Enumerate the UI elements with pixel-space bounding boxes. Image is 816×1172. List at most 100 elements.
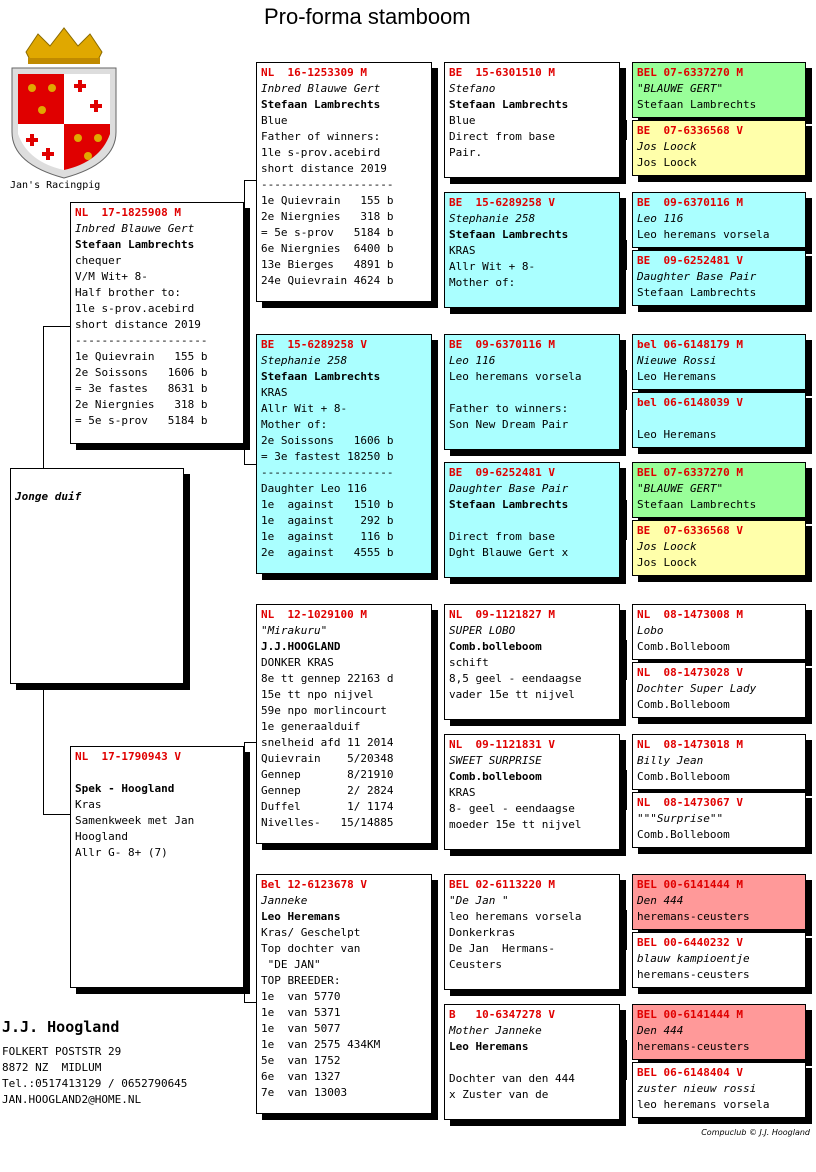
pigeon-info-line: Leo heremans vorsela xyxy=(637,228,770,241)
connector-line xyxy=(43,326,71,327)
pigeon-info-line: 2e Niergnies 318 b xyxy=(261,210,394,223)
pigeon-card-sds[interactable]: BE 09-6370116 M Leo 116 Leo heremans vorse… xyxy=(444,334,620,450)
pigeon-info-line: Allr G- 8+ (7) xyxy=(75,846,168,859)
pigeon-info-line: Gennep 8/21910 xyxy=(261,768,394,781)
pigeon-name: "BLAUWE GERT" xyxy=(637,482,724,495)
pigeon-card-g5[interactable]: bel 06-6148179 M Nieuwe Rossi Leo Heremans xyxy=(632,334,806,390)
owner-name: J.J. Hoogland xyxy=(2,1018,120,1036)
pigeon-info-line: 7e van 13003 xyxy=(261,1086,348,1099)
pigeon-info-line: 1le s-prov.acebird xyxy=(261,146,381,159)
pigeon-card-g2[interactable]: BE 07-6336568 V Jos Loock Jos Loock xyxy=(632,120,806,176)
ring-number: BEL 06-6148404 V xyxy=(637,1066,743,1079)
pigeon-info-line: 59e npo morlincourt xyxy=(261,704,387,717)
pigeon-info-line: Dght Blauwe Gert x xyxy=(449,546,569,559)
ring-number: B 10-6347278 V xyxy=(449,1008,555,1021)
pigeon-info-line: -------------------- xyxy=(75,334,208,347)
pigeon-info-line: Kras/ Geschelpt xyxy=(261,926,361,939)
pigeon-name: Leo 116 xyxy=(449,354,496,367)
pigeon-info-line: "DE JAN" xyxy=(261,958,321,971)
pigeon-info-line: KRAS xyxy=(261,386,288,399)
pigeon-info-line: 1e van 5770 xyxy=(261,990,341,1003)
pigeon-card-sire-dam[interactable]: BE 15-6289258 V Stephanie 258 Stefaan Lamb… xyxy=(256,334,432,574)
pigeon-info-line: Direct from base xyxy=(449,130,555,143)
pigeon-owner: J.J.HOOGLAND xyxy=(261,640,341,653)
pigeon-card-g16[interactable]: BEL 06-6148404 V zuster nieuw rossi leo he… xyxy=(632,1062,806,1118)
pigeon-card-g14[interactable]: BEL 00-6440232 V blauw kampioentje hereman… xyxy=(632,932,806,988)
pigeon-name: Jos Loock xyxy=(637,140,697,153)
pigeon-info-line: schift xyxy=(449,656,489,669)
pigeon-name: Stefano xyxy=(449,82,496,95)
pigeon-info-line: Quievrain 5/20348 xyxy=(261,752,394,765)
pigeon-card-ssd[interactable]: BE 15-6289258 V Stephanie 258 Stefaan Lamb… xyxy=(444,192,620,308)
pigeon-info-line: leo heremans vorsela xyxy=(637,1098,770,1111)
pigeon-owner: Stefaan Lambrechts xyxy=(449,98,569,111)
pigeon-card-subject[interactable]: Jonge duif xyxy=(10,468,184,684)
pigeon-card-sire-sire[interactable]: NL 16-1253309 M Inbred Blauwe Gert Stefaan… xyxy=(256,62,432,302)
pigeon-card-g3[interactable]: BE 09-6370116 M Leo 116 Leo heremans vorse… xyxy=(632,192,806,248)
pigeon-card-g13[interactable]: BEL 00-6141444 M Den 444 heremans-ceusters xyxy=(632,874,806,930)
ring-number: BEL 07-6337270 M xyxy=(637,66,743,79)
pigeon-info-line: Leo Heremans xyxy=(637,370,717,383)
pigeon-info-line: 24e Quievrain 4624 b xyxy=(261,274,394,287)
ring-number: BEL 00-6440232 V xyxy=(637,936,743,949)
pigeon-name: Dochter Super Lady xyxy=(637,682,757,695)
pigeon-info-line: Allr Wit + 8- xyxy=(261,402,348,415)
pigeon-card-g4[interactable]: BE 09-6252481 V Daughter Base Pair Stefaan… xyxy=(632,250,806,306)
pigeon-info-line: DONKER KRAS xyxy=(261,656,334,669)
pigeon-info-line: Ceusters xyxy=(449,958,502,971)
pigeon-name: Mother Janneke xyxy=(449,1024,542,1037)
pigeon-name: "De Jan " xyxy=(449,894,509,907)
pigeon-info-line: 8e tt gennep 22163 d xyxy=(261,672,394,685)
pigeon-info-line: Kras xyxy=(75,798,102,811)
pigeon-info-line: -------------------- xyxy=(261,466,394,479)
pigeon-info-line: 1e Quievrain 155 b xyxy=(261,194,394,207)
pigeon-card-g1[interactable]: BEL 07-6337270 M "BLAUWE GERT" Stefaan Lam… xyxy=(632,62,806,118)
pigeon-card-dds[interactable]: BEL 02-6113220 M "De Jan " leo heremans vo… xyxy=(444,874,620,990)
pigeon-card-g15[interactable]: BEL 00-6141444 M Den 444 heremans-ceusters xyxy=(632,1004,806,1060)
pigeon-card-dss[interactable]: NL 09-1121827 M SUPER LOBO Comb.bolleboom s… xyxy=(444,604,620,720)
owner-email: JAN.HOOGLAND2@HOME.NL xyxy=(2,1093,142,1106)
pigeon-name: Stephanie 258 xyxy=(261,354,348,367)
pigeon-owner: Stefaan Lambrechts xyxy=(261,370,381,383)
pigeon-card-g12[interactable]: NL 08-1473067 V """Surprise"" Comb.Bollebo… xyxy=(632,792,806,848)
pigeon-info-line: Father to winners: xyxy=(449,402,569,415)
pigeon-card-dam-dam[interactable]: Bel 12-6123678 V Janneke Leo Heremans Kras/… xyxy=(256,874,432,1114)
pigeon-card-sire[interactable]: NL 17-1825908 M Inbred Blauwe Gert Stefaan… xyxy=(70,202,244,444)
pigeon-info-line: KRAS xyxy=(449,786,476,799)
pigeon-info-line: Samenkweek met Jan xyxy=(75,814,195,827)
pigeon-info-line: 2e Niergnies 318 b xyxy=(75,398,208,411)
pigeon-info-line: Father of winners: xyxy=(261,130,381,143)
pigeon-card-g11[interactable]: NL 08-1473018 M Billy Jean Comb.Bolleboom xyxy=(632,734,806,790)
pigeon-card-sdd[interactable]: BE 09-6252481 V Daughter Base Pair Stefaan… xyxy=(444,462,620,578)
pigeon-card-dam-sire[interactable]: NL 12-1029100 M "Mirakuru" J.J.HOOGLAND DON… xyxy=(256,604,432,844)
pigeon-card-g9[interactable]: NL 08-1473008 M Lobo Comb.Bolleboom xyxy=(632,604,806,660)
pigeon-card-dsd[interactable]: NL 09-1121831 V SWEET SURPRISE Comb.bolleb… xyxy=(444,734,620,850)
pigeon-card-g7[interactable]: BEL 07-6337270 M "BLAUWE GERT" Stefaan Lam… xyxy=(632,462,806,518)
connector-line xyxy=(626,770,627,810)
ring-number: Bel 12-6123678 V xyxy=(261,878,367,891)
connector-line xyxy=(437,182,438,282)
pigeon-name: blauw kampioentje xyxy=(637,952,750,965)
pigeon-card-g6[interactable]: bel 06-6148039 V Leo Heremans xyxy=(632,392,806,448)
ring-number: NL 17-1790943 V xyxy=(75,750,181,763)
pigeon-info-line: Son New Dream Pair xyxy=(449,418,569,431)
pigeon-info-line: Mother of: xyxy=(261,418,328,431)
pigeon-card-g8[interactable]: BE 07-6336568 V Jos Loock Jos Loock xyxy=(632,520,806,576)
pigeon-info-line: vader 15e tt nijvel xyxy=(449,688,575,701)
pigeon-card-dam[interactable]: NL 17-1790943 V Spek - Hoogland Kras Samenk… xyxy=(70,746,244,988)
pigeon-info-line: Daughter Leo 116 xyxy=(261,482,367,495)
pigeon-name: """Surprise"" xyxy=(637,812,724,825)
connector-line xyxy=(626,500,627,540)
pigeon-card-g10[interactable]: NL 08-1473028 V Dochter Super Lady Comb.Bo… xyxy=(632,662,806,718)
pigeon-card-ddd[interactable]: B 10-6347278 V Mother Janneke Leo Heremans… xyxy=(444,1004,620,1120)
pigeon-card-sss[interactable]: BE 15-6301510 M Stefano Stefaan Lambrechts… xyxy=(444,62,620,178)
page-title: Pro-forma stamboom xyxy=(264,4,471,29)
pigeon-info-line: Jos Loock xyxy=(637,556,697,569)
pigeon-name: Billy Jean xyxy=(637,754,704,767)
connector-line xyxy=(437,940,438,1050)
pigeon-info-line: Stefaan Lambrechts xyxy=(637,498,757,511)
pigeon-info-line: Allr Wit + 8- xyxy=(449,260,536,273)
pigeon-owner: Stefaan Lambrechts xyxy=(261,98,381,111)
pigeon-name: "Mirakuru" xyxy=(261,624,328,637)
pigeon-info-line: 1e van 2575 434KM xyxy=(261,1038,381,1051)
